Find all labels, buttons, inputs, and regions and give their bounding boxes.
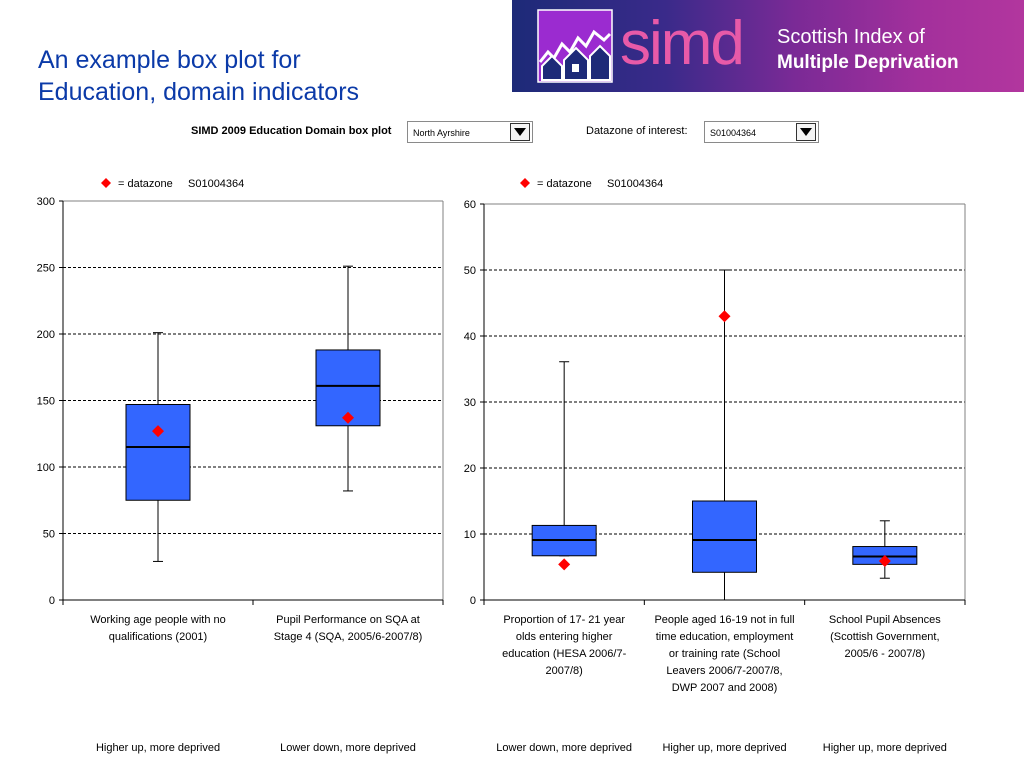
- datazone-marker: [718, 310, 731, 323]
- y-tick-label: 0: [470, 595, 476, 607]
- y-tick-label: 20: [464, 463, 476, 475]
- category-label: DWP 2007 and 2008): [672, 682, 778, 694]
- box-plot-title: SIMD 2009 Education Domain box plot: [191, 125, 392, 137]
- datazone-select-dropdown-button[interactable]: [796, 123, 816, 141]
- y-tick-label: 150: [37, 396, 55, 408]
- category-label: or training rate (School: [669, 648, 780, 660]
- y-tick-label: 50: [464, 265, 476, 277]
- category-label: Leavers 2006/7-2007/8,: [666, 665, 782, 677]
- triangle-down-icon: [514, 128, 526, 136]
- category-label: Pupil Performance on SQA at: [276, 614, 420, 626]
- slide-title-line-1: An example box plot for: [38, 46, 301, 74]
- category-label: olds entering higher: [516, 631, 613, 643]
- category-label: Stage 4 (SQA, 2005/6-2007/8): [274, 631, 423, 643]
- simd-banner: simd Scottish Index of Multiple Deprivat…: [512, 0, 1024, 92]
- y-tick-label: 50: [43, 529, 55, 541]
- category-label: 2007/8): [546, 665, 583, 677]
- y-tick-label: 300: [37, 196, 55, 208]
- triangle-down-icon: [800, 128, 812, 136]
- category-label: 2005/6 - 2007/8): [844, 648, 925, 660]
- legend-label: = datazone: [537, 178, 592, 190]
- deprivation-note: Higher up, more deprived: [662, 742, 786, 754]
- box: [692, 500, 757, 573]
- y-tick-label: 250: [37, 263, 55, 275]
- category-label: (Scottish Government,: [830, 631, 939, 643]
- houses-skyline-icon: [537, 9, 613, 83]
- legend-datazone: S01004364: [607, 178, 663, 190]
- y-tick-label: 0: [49, 595, 55, 607]
- area-select-value: North Ayrshire: [413, 128, 470, 138]
- brand-line-1: Scottish Index of: [777, 26, 925, 48]
- brand-name: simd: [620, 9, 745, 78]
- datazone-marker: [558, 558, 571, 571]
- y-tick-label: 100: [37, 462, 55, 474]
- box: [125, 403, 191, 501]
- datazone-label: Datazone of interest:: [586, 125, 688, 137]
- deprivation-note: Lower down, more deprived: [280, 742, 416, 754]
- deprivation-note: Higher up, more deprived: [823, 742, 947, 754]
- category-label: time education, employment: [656, 631, 794, 643]
- category-label: People aged 16-19 not in full: [654, 614, 794, 626]
- y-tick-label: 60: [464, 199, 476, 211]
- category-label: Proportion of 17- 21 year: [503, 614, 625, 626]
- category-label: qualifications (2001): [109, 631, 207, 643]
- y-tick-label: 10: [464, 529, 476, 541]
- area-select[interactable]: North Ayrshire: [407, 121, 533, 143]
- legend-marker-icon: [101, 178, 111, 188]
- datazone-marker: [152, 425, 164, 438]
- slide-title: An example box plot for Education, domai…: [38, 44, 359, 108]
- datazone-marker: [342, 411, 354, 424]
- category-label: School Pupil Absences: [829, 614, 941, 626]
- datazone-select-value: S01004364: [710, 128, 757, 138]
- area-select-dropdown-button[interactable]: [510, 123, 530, 141]
- category-label: education (HESA 2006/7-: [502, 648, 626, 660]
- datazone-marker: [878, 555, 891, 568]
- y-tick-label: 200: [37, 329, 55, 341]
- brand-line-2: Multiple Deprivation: [777, 52, 959, 73]
- y-tick-label: 40: [464, 331, 476, 343]
- slide-title-line-2: Education, domain indicators: [38, 78, 360, 106]
- legend-marker-icon: [520, 178, 530, 188]
- category-label: Working age people with no: [90, 614, 226, 626]
- legend-datazone: S01004364: [188, 178, 244, 190]
- deprivation-note: Higher up, more deprived: [96, 742, 220, 754]
- datazone-select[interactable]: S01004364: [704, 121, 819, 143]
- y-tick-label: 30: [464, 397, 476, 409]
- deprivation-note: Lower down, more deprived: [496, 742, 632, 754]
- legend-label: = datazone: [118, 178, 173, 190]
